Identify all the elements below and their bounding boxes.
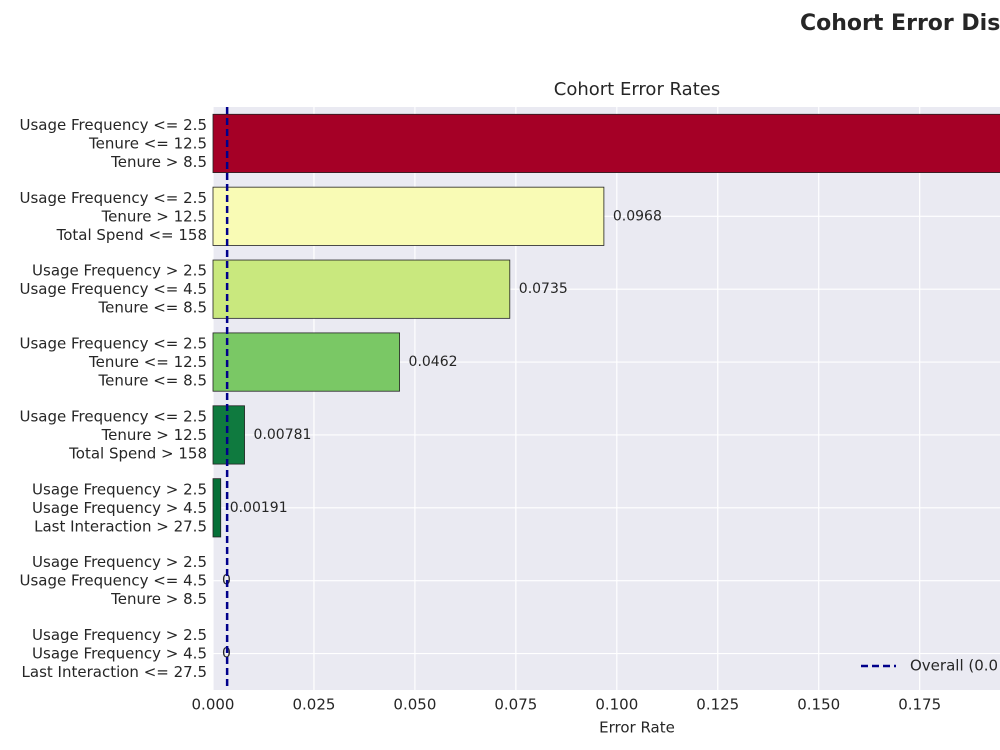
x-tick-label: 0.000 <box>192 696 235 714</box>
y-tick-label-line: Usage Frequency <= 2.5 <box>19 115 207 133</box>
x-tick-label: 0.050 <box>393 696 436 714</box>
y-tick-label-line: Last Interaction <= 27.5 <box>22 663 207 681</box>
x-tick-label: 0.150 <box>797 696 840 714</box>
y-tick-label-line: Last Interaction > 27.5 <box>34 517 207 535</box>
y-tick-label-line: Usage Frequency > 4.5 <box>32 644 207 662</box>
y-tick-label-line: Usage Frequency > 4.5 <box>32 498 207 516</box>
bar <box>212 259 511 319</box>
y-tick-label-line: Tenure <= 8.5 <box>98 371 207 389</box>
y-tick-label: Usage Frequency > 2.5 Usage Frequency > 4… <box>32 480 207 535</box>
y-tick-label-line: Total Spend <= 158 <box>56 225 207 243</box>
chart-title: Cohort Error Dis <box>800 11 1000 36</box>
y-tick-label-line: Tenure > 12.5 <box>101 425 207 443</box>
y-tick-label-line: Tenure <= 12.5 <box>88 134 207 152</box>
y-tick-label-line: Tenure <= 12.5 <box>88 353 207 371</box>
bar <box>212 186 605 246</box>
y-tick-label: Usage Frequency <= 2.5 Tenure <= 12.5 Tenu… <box>19 115 207 170</box>
x-tick-label: 0.175 <box>898 696 941 714</box>
chart-subtitle: Cohort Error Rates <box>554 79 720 100</box>
y-tick-label-line: Tenure > 8.5 <box>110 590 207 608</box>
y-tick-label-line: Tenure > 12.5 <box>101 207 207 225</box>
y-tick-label-line: Usage Frequency > 2.5 <box>32 553 207 571</box>
y-tick-label: Usage Frequency > 2.5 Usage Frequency <= … <box>19 261 207 316</box>
y-tick-label-line: Usage Frequency <= 2.5 <box>19 407 207 425</box>
y-tick-label-line: Total Spend > 158 <box>68 444 207 462</box>
bar <box>212 405 245 465</box>
x-tick-label: 0.100 <box>595 696 638 714</box>
y-tick-label-line: Usage Frequency <= 4.5 <box>19 571 207 589</box>
legend-label: Overall (0.0 <box>910 657 998 675</box>
x-tick-label: 0.125 <box>696 696 739 714</box>
value-label: 0.00191 <box>230 500 288 516</box>
y-tick-label-line: Tenure > 8.5 <box>110 152 207 170</box>
bar <box>212 332 400 392</box>
y-tick-label: Usage Frequency <= 2.5 Tenure > 12.5 Total… <box>19 188 207 243</box>
x-tick-label: 0.025 <box>292 696 335 714</box>
x-tick-label: 0.075 <box>494 696 537 714</box>
y-tick-label: Usage Frequency > 2.5 Usage Frequency > 4… <box>22 626 207 681</box>
y-tick-label-line: Usage Frequency > 2.5 <box>32 261 207 279</box>
y-tick-label-line: Usage Frequency > 2.5 <box>32 626 207 644</box>
value-label: 0.00781 <box>254 427 312 443</box>
y-tick-label: Usage Frequency > 2.5 Usage Frequency <= … <box>19 553 207 608</box>
value-label: 0.0462 <box>409 354 458 370</box>
y-tick-label: Usage Frequency <= 2.5 Tenure > 12.5 Total… <box>19 407 207 462</box>
y-tick-label: Usage Frequency <= 2.5 Tenure <= 12.5 Tenu… <box>19 334 207 389</box>
value-label: 0.0735 <box>519 281 568 297</box>
y-tick-label-line: Usage Frequency > 2.5 <box>32 480 207 498</box>
y-tick-label-line: Usage Frequency <= 2.5 <box>19 334 207 352</box>
x-axis-label: Error Rate <box>599 719 675 737</box>
y-tick-label-line: Usage Frequency <= 4.5 <box>19 280 207 298</box>
bar <box>212 478 222 538</box>
value-label: 0.0968 <box>613 208 662 224</box>
value-label: 0 <box>222 646 231 662</box>
y-tick-label-line: Tenure <= 8.5 <box>98 298 207 316</box>
bar <box>212 113 1000 173</box>
y-tick-label-line: Usage Frequency <= 2.5 <box>19 188 207 206</box>
